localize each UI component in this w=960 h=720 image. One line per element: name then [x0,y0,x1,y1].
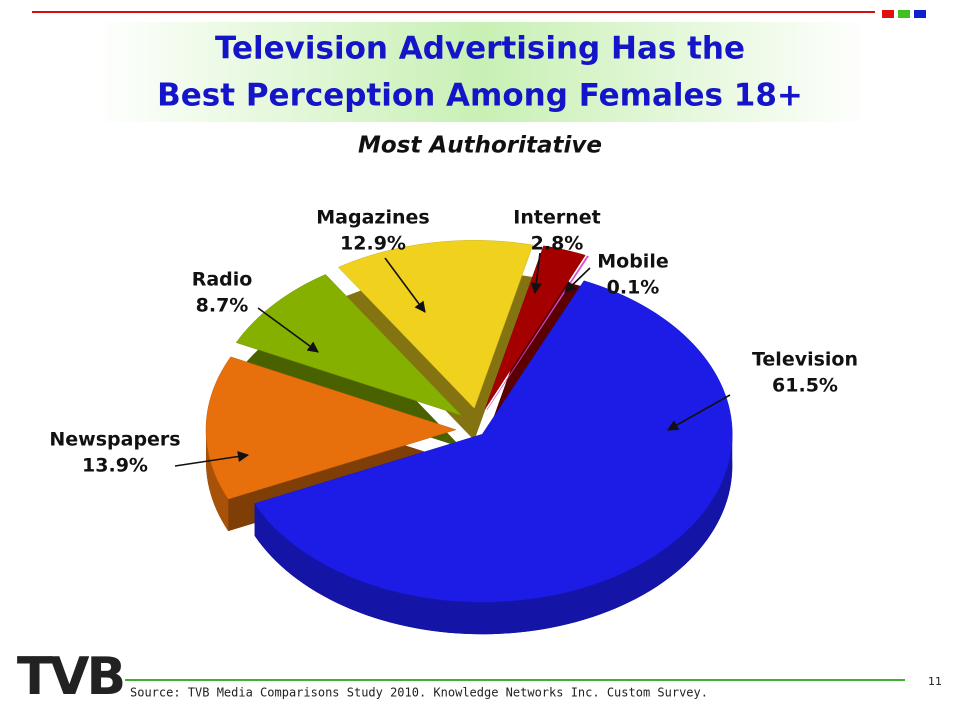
slice-side [206,429,229,532]
slice-label: Television [752,349,858,371]
deco-square [914,10,926,18]
slice [484,245,586,410]
deco-square [898,10,910,18]
slice-label: Radio [192,269,253,291]
slice [205,356,457,500]
slice-label: Magazines [316,207,429,229]
leader-arrow [667,394,731,431]
slice-label: Newspapers [49,429,180,451]
slice [337,240,534,409]
leader-arrow [530,252,542,295]
value-label: 13.9% [82,455,148,477]
source: Source: TVB Media Comparisons Study 2010… [130,686,708,700]
chart-title: Television Advertising Has the [215,31,745,67]
value-label: 2.8% [531,233,584,255]
leader-arrow [257,307,319,353]
slice-label: Mobile [597,251,668,273]
value-label: 0.1% [607,277,660,299]
deco-square [882,10,894,18]
value-label: 8.7% [196,295,249,317]
page-number: 11 [928,675,942,688]
slice [235,274,462,416]
value-label: 12.9% [340,233,406,255]
slice [486,255,589,411]
slice [254,280,733,603]
leader-arrow [384,257,426,313]
chart-title: Best Perception Among Females 18+ [157,78,803,114]
slice-side [254,434,733,635]
leader-arrow [564,267,591,293]
labels: Television 61.5% Newspapers 13.9% Radio 8.7% M… [49,207,858,477]
pie [205,240,733,635]
leader-arrow [174,450,250,467]
chart-subtitle: Most Authoritative [358,133,602,159]
logo: TVB [17,647,123,707]
value-label: 61.5% [772,375,838,397]
title-band [95,22,870,122]
slice-label: Internet [513,207,600,229]
